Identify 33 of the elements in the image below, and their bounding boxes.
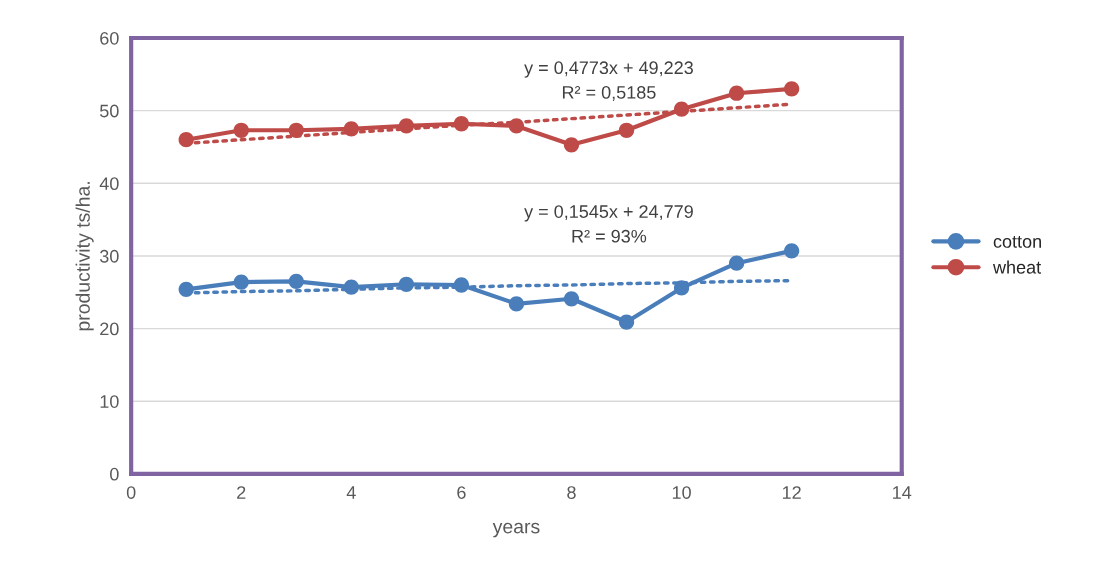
- point: [563, 137, 580, 153]
- point: [618, 122, 635, 138]
- y-tick-label: 0: [110, 467, 119, 481]
- annotation: y = 0,1545x + 24,779 R² = 93%: [524, 205, 693, 243]
- x-tick-label: 6: [457, 486, 466, 499]
- x-tick-label: 2: [237, 486, 246, 499]
- point: [563, 291, 580, 307]
- x-tick-label: 12: [782, 486, 801, 499]
- y-tick-label: 50: [100, 104, 119, 118]
- annotation: y = 0,4773x + 49,223 R² = 0,5185: [524, 61, 693, 101]
- y-tick-label: 20: [100, 322, 119, 336]
- x-axis-title: years: [492, 522, 540, 538]
- x-tick-label: 8: [567, 486, 576, 499]
- x-tick-label: 4: [346, 486, 356, 499]
- legend-label: cotton: [993, 236, 1041, 248]
- point: [233, 122, 249, 138]
- x-tick-label: 14: [893, 486, 912, 499]
- x-tick-label: 0: [126, 486, 136, 499]
- y-tick-label: 60: [100, 31, 119, 45]
- y-axis-title: productivity ts/ha.: [75, 182, 94, 331]
- point: [618, 314, 635, 330]
- point: [784, 81, 800, 97]
- y-tick-label: 40: [99, 177, 119, 191]
- y-tick-label: 30: [99, 249, 119, 263]
- point: [233, 274, 249, 290]
- point: [288, 273, 304, 289]
- legend-label: wheat: [992, 260, 1042, 274]
- y-tick-label: 10: [100, 395, 119, 408]
- point: [728, 255, 745, 271]
- x-tick-label: 10: [672, 486, 691, 499]
- point: [728, 85, 745, 101]
- point: [508, 296, 525, 312]
- point: [784, 243, 800, 259]
